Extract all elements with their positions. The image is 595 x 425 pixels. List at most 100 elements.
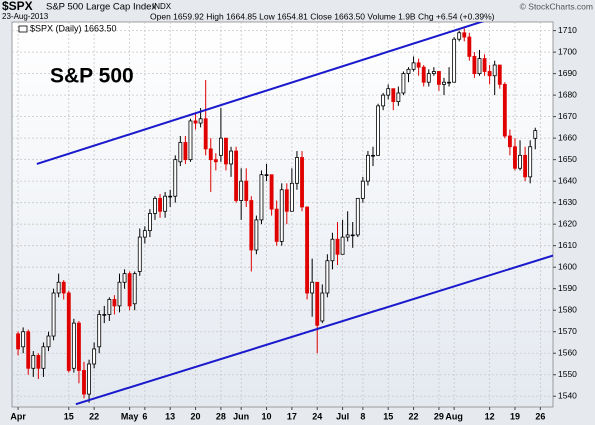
legend: $SPX (Daily) 1663.50 bbox=[30, 23, 117, 33]
candle-body bbox=[452, 38, 457, 83]
legend-swatch bbox=[18, 25, 28, 33]
candle-body bbox=[396, 92, 401, 102]
x-tick-label: 15 bbox=[64, 411, 74, 421]
candle-body bbox=[391, 88, 396, 102]
quote: Open 1659.92 High 1664.85 Low 1654.81 Cl… bbox=[150, 11, 495, 21]
candle-body bbox=[381, 94, 386, 107]
x-tick-label: May bbox=[121, 411, 139, 421]
candles bbox=[16, 28, 538, 403]
candle-body bbox=[411, 62, 416, 70]
trendline bbox=[36, 22, 485, 165]
candle-body bbox=[107, 299, 112, 315]
candle-body bbox=[477, 58, 482, 75]
candle-body bbox=[147, 213, 152, 232]
candle-body bbox=[183, 142, 188, 161]
y-tick-label: 1680 bbox=[558, 89, 577, 99]
candle-body bbox=[249, 200, 254, 251]
candle-body bbox=[153, 197, 157, 214]
candle-body bbox=[259, 174, 264, 221]
candle-body bbox=[16, 333, 21, 350]
x-tick-label: 6 bbox=[142, 411, 147, 421]
candle-body bbox=[218, 137, 223, 156]
y-tick-label: 1640 bbox=[558, 175, 577, 185]
y-tick-label: 1540 bbox=[558, 390, 577, 400]
y-tick-label: 1580 bbox=[558, 304, 577, 314]
x-tick-label: 17 bbox=[287, 411, 297, 421]
candle-body bbox=[462, 32, 467, 38]
x-tick-label: 13 bbox=[165, 411, 175, 421]
candle-body bbox=[168, 195, 173, 198]
candle-body bbox=[142, 230, 147, 238]
x-tick-label: 19 bbox=[510, 411, 520, 421]
candle-body bbox=[31, 354, 36, 369]
y-tick-label: 1590 bbox=[558, 283, 577, 293]
x-tick-label: 29 bbox=[434, 411, 444, 421]
x-tick-label: 20 bbox=[191, 411, 201, 421]
candle-body bbox=[46, 335, 51, 348]
y-tick-label: 1660 bbox=[558, 132, 577, 142]
candle-body bbox=[102, 314, 107, 316]
candle-body bbox=[386, 88, 391, 96]
symbol: $SPX bbox=[2, 0, 33, 13]
annotation: S&P 500 bbox=[50, 65, 134, 88]
candle-body bbox=[71, 322, 76, 369]
y-tick-label: 1610 bbox=[558, 240, 577, 250]
candle-body bbox=[137, 236, 142, 272]
candle-body bbox=[401, 73, 406, 94]
candle-body bbox=[406, 68, 411, 75]
x-tick-label: Aug bbox=[445, 411, 463, 421]
candle-body bbox=[416, 62, 421, 68]
candle-body bbox=[335, 238, 340, 255]
candle-body bbox=[355, 197, 360, 236]
candle-body bbox=[173, 159, 178, 197]
x-tick-label: 22 bbox=[89, 411, 99, 421]
candle-body bbox=[376, 105, 380, 156]
candle-body bbox=[269, 174, 274, 210]
x-tick-label: 26 bbox=[535, 411, 545, 421]
candle-body bbox=[97, 314, 102, 348]
candle-body bbox=[178, 142, 183, 163]
candle-body bbox=[457, 32, 462, 40]
candle-body bbox=[426, 73, 431, 83]
candle-body bbox=[295, 157, 299, 184]
y-tick-label: 1670 bbox=[558, 111, 577, 121]
x-tick-label: 10 bbox=[262, 411, 272, 421]
candle-body bbox=[224, 137, 228, 165]
y-tick-label: 1560 bbox=[558, 347, 577, 357]
y-tick-label: 1700 bbox=[558, 46, 577, 56]
candle-body bbox=[203, 118, 208, 150]
candle-body bbox=[289, 182, 294, 212]
candle-body bbox=[82, 370, 86, 395]
candle-body bbox=[467, 36, 472, 57]
candle-body bbox=[513, 146, 517, 169]
candle-body bbox=[472, 56, 477, 75]
trendline bbox=[75, 254, 553, 406]
x-tick-label: 28 bbox=[216, 411, 226, 421]
candle-body bbox=[132, 273, 137, 305]
candle-body bbox=[127, 273, 132, 307]
candle-body bbox=[112, 299, 117, 307]
candle-body bbox=[56, 281, 61, 294]
date: 23-Aug-2013 bbox=[2, 12, 49, 21]
candle-body bbox=[518, 154, 522, 169]
candle-body bbox=[92, 348, 97, 365]
candle-body bbox=[26, 331, 31, 369]
y-tick-label: 1630 bbox=[558, 197, 577, 207]
candle-body bbox=[360, 180, 365, 199]
candle-body bbox=[330, 238, 335, 262]
x-tick-label: Jul bbox=[336, 411, 349, 421]
candle-body bbox=[492, 64, 497, 77]
candle-body bbox=[198, 118, 203, 124]
candle-body bbox=[421, 66, 426, 83]
candle-body bbox=[507, 135, 512, 148]
candle-body bbox=[244, 180, 249, 201]
source: © StockCharts.com bbox=[520, 1, 593, 11]
y-tick-label: 1600 bbox=[558, 261, 577, 271]
candle-body bbox=[61, 281, 66, 294]
trendlines bbox=[36, 22, 553, 406]
candle-body bbox=[502, 83, 507, 137]
candle-body bbox=[482, 58, 487, 72]
candle-body bbox=[117, 281, 122, 307]
x-tick-label: 12 bbox=[485, 411, 495, 421]
